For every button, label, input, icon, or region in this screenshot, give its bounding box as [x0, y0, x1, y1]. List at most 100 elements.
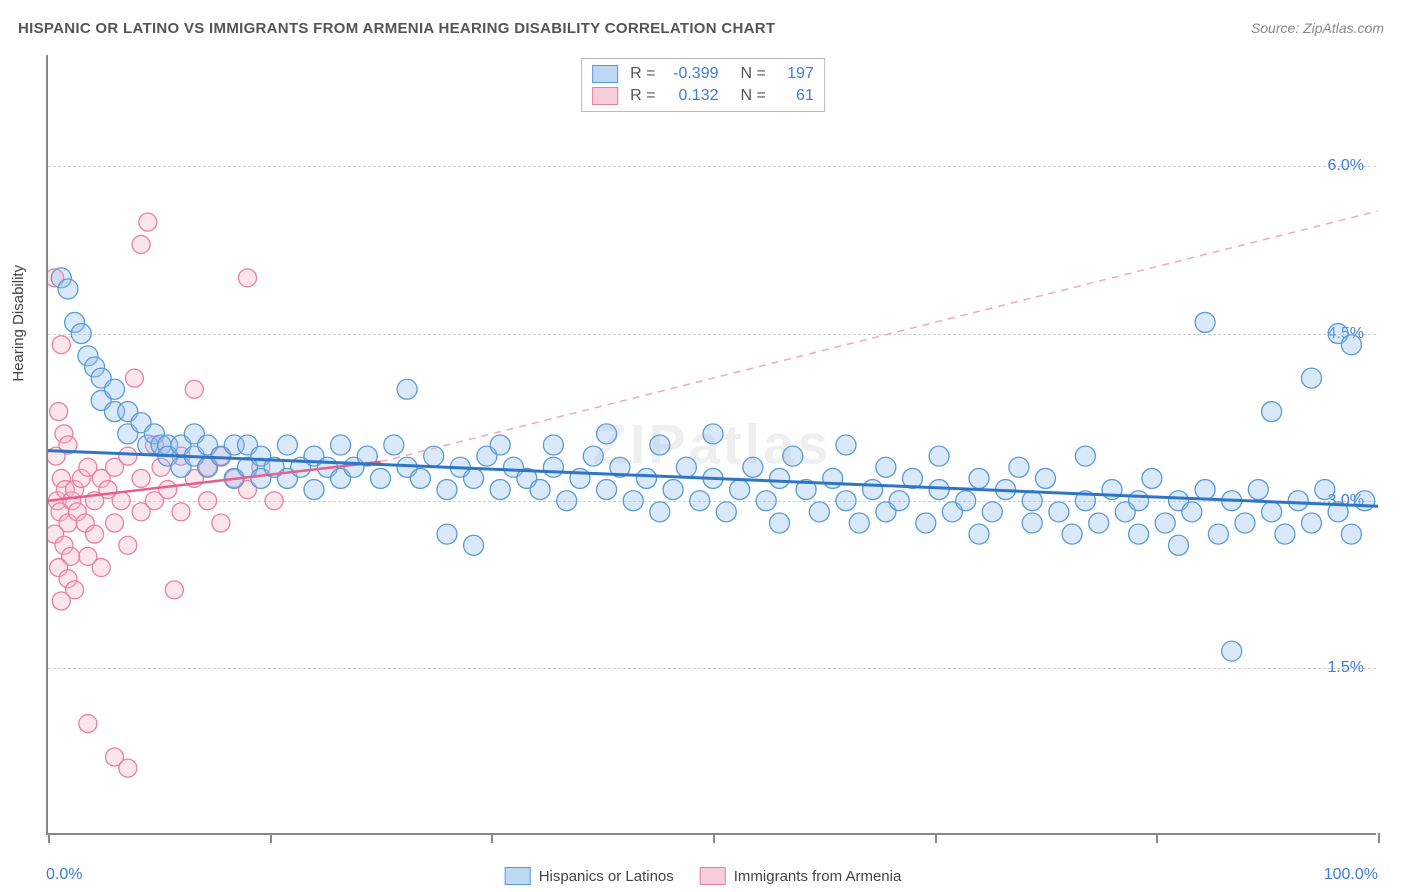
- data-point: [929, 446, 949, 466]
- data-point: [165, 581, 183, 599]
- data-point: [597, 424, 617, 444]
- data-point: [623, 491, 643, 511]
- data-point: [823, 468, 843, 488]
- data-point: [756, 491, 776, 511]
- data-point: [125, 369, 143, 387]
- legend-swatch: [592, 65, 618, 83]
- data-point: [172, 503, 190, 521]
- data-point: [132, 235, 150, 253]
- data-point: [50, 403, 68, 421]
- data-point: [490, 435, 510, 455]
- xaxis-max-label: 100.0%: [1324, 866, 1378, 884]
- data-point: [1169, 535, 1189, 555]
- data-point: [371, 468, 391, 488]
- data-point: [650, 435, 670, 455]
- data-point: [783, 446, 803, 466]
- data-point: [52, 336, 70, 354]
- legend-stats-row: R =0.132N =61: [592, 85, 814, 107]
- data-point: [956, 491, 976, 511]
- stat-r-label: R =: [630, 87, 655, 105]
- legend-series-label: Immigrants from Armenia: [734, 868, 902, 885]
- data-point: [92, 559, 110, 577]
- stat-n-label: N =: [741, 65, 766, 83]
- data-point: [185, 380, 203, 398]
- legend-stats-row: R =-0.399N =197: [592, 63, 814, 85]
- xtick: [1378, 833, 1380, 843]
- data-point: [703, 424, 723, 444]
- data-point: [969, 524, 989, 544]
- data-point: [1262, 402, 1282, 422]
- data-point: [1222, 641, 1242, 661]
- data-point: [106, 514, 124, 532]
- data-point: [650, 502, 670, 522]
- data-point: [1142, 468, 1162, 488]
- data-point: [119, 759, 137, 777]
- data-point: [424, 446, 444, 466]
- data-point: [1089, 513, 1109, 533]
- data-point: [464, 535, 484, 555]
- data-point: [199, 492, 217, 510]
- stat-r-value: -0.399: [664, 65, 719, 83]
- data-point: [1235, 513, 1255, 533]
- data-point: [730, 480, 750, 500]
- data-point: [1315, 480, 1335, 500]
- data-point: [530, 480, 550, 500]
- legend-series-item: Immigrants from Armenia: [700, 867, 902, 885]
- data-point: [770, 468, 790, 488]
- scatter-svg: [48, 55, 1378, 835]
- data-point: [490, 480, 510, 500]
- data-point: [637, 468, 657, 488]
- legend-swatch: [505, 867, 531, 885]
- data-point: [1302, 368, 1322, 388]
- data-point: [543, 435, 563, 455]
- data-point: [119, 536, 137, 554]
- data-point: [464, 468, 484, 488]
- data-point: [212, 514, 230, 532]
- data-point: [1022, 491, 1042, 511]
- data-point: [132, 469, 150, 487]
- data-point: [1195, 480, 1215, 500]
- xaxis-min-label: 0.0%: [46, 866, 82, 884]
- stat-n-value: 197: [774, 65, 814, 83]
- data-point: [397, 379, 417, 399]
- data-point: [690, 491, 710, 511]
- data-point: [1275, 524, 1295, 544]
- data-point: [331, 435, 351, 455]
- data-point: [969, 468, 989, 488]
- data-point: [304, 480, 324, 500]
- chart-title: HISPANIC OR LATINO VS IMMIGRANTS FROM AR…: [18, 20, 775, 37]
- data-point: [1341, 524, 1361, 544]
- data-point: [1182, 502, 1202, 522]
- data-point: [437, 524, 457, 544]
- data-point: [1195, 312, 1215, 332]
- data-point: [265, 492, 283, 510]
- data-point: [79, 715, 97, 733]
- data-point: [1288, 491, 1308, 511]
- data-point: [277, 435, 297, 455]
- data-point: [384, 435, 404, 455]
- legend-swatch: [592, 87, 618, 105]
- data-point: [716, 502, 736, 522]
- data-point: [770, 513, 790, 533]
- data-point: [437, 480, 457, 500]
- data-point: [410, 468, 430, 488]
- data-point: [139, 213, 157, 231]
- legend-swatch: [700, 867, 726, 885]
- data-point: [1075, 446, 1095, 466]
- stat-n-label: N =: [741, 87, 766, 105]
- data-point: [1129, 491, 1149, 511]
- data-point: [1341, 335, 1361, 355]
- data-point: [58, 279, 78, 299]
- data-point: [849, 513, 869, 533]
- data-point: [982, 502, 1002, 522]
- data-point: [863, 480, 883, 500]
- data-point: [543, 457, 563, 477]
- data-point: [809, 502, 829, 522]
- data-point: [1009, 457, 1029, 477]
- data-point: [1049, 502, 1069, 522]
- data-point: [1208, 524, 1228, 544]
- yaxis-title: Hearing Disability: [10, 265, 27, 382]
- data-point: [583, 446, 603, 466]
- data-point: [676, 457, 696, 477]
- stat-n-value: 61: [774, 87, 814, 105]
